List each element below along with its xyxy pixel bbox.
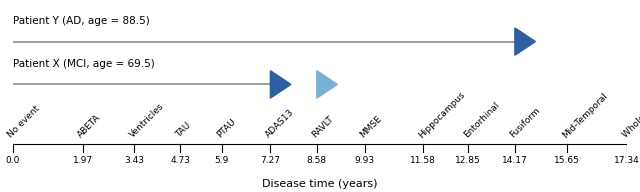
Text: Ventricles: Ventricles (128, 102, 166, 140)
Text: Patient X (MCI, age = 69.5): Patient X (MCI, age = 69.5) (13, 59, 154, 69)
Text: No event: No event (6, 104, 42, 140)
Text: Whole Brain: Whole Brain (621, 94, 640, 140)
Text: 5.9: 5.9 (214, 156, 229, 165)
Text: 1.97: 1.97 (72, 156, 93, 165)
Text: MMSE: MMSE (358, 114, 383, 140)
Text: 0.0: 0.0 (6, 156, 20, 165)
Text: Disease time (years): Disease time (years) (262, 179, 378, 189)
Text: 7.27: 7.27 (260, 156, 280, 165)
Text: 4.73: 4.73 (170, 156, 190, 165)
Text: 3.43: 3.43 (124, 156, 145, 165)
Text: Fusiform: Fusiform (509, 106, 542, 140)
Text: 11.58: 11.58 (410, 156, 436, 165)
Text: ABETA: ABETA (76, 113, 103, 140)
Text: Patient Y (AD, age = 88.5): Patient Y (AD, age = 88.5) (13, 16, 150, 26)
Text: Mid-Temporal: Mid-Temporal (561, 91, 610, 140)
Polygon shape (515, 28, 536, 55)
Text: TAU: TAU (174, 121, 193, 140)
Text: Entorhinal: Entorhinal (461, 100, 501, 140)
Text: 14.17: 14.17 (502, 156, 528, 165)
Text: 15.65: 15.65 (554, 156, 580, 165)
Text: 12.85: 12.85 (455, 156, 481, 165)
Polygon shape (270, 71, 291, 98)
Text: 17.34: 17.34 (614, 156, 640, 165)
Text: ADAS13: ADAS13 (264, 108, 296, 140)
Text: RAVLT: RAVLT (310, 114, 335, 140)
Text: Hippocampus: Hippocampus (417, 89, 467, 140)
Text: 9.93: 9.93 (355, 156, 374, 165)
Text: PTAU: PTAU (216, 117, 238, 140)
Text: 8.58: 8.58 (307, 156, 327, 165)
Polygon shape (317, 71, 337, 98)
